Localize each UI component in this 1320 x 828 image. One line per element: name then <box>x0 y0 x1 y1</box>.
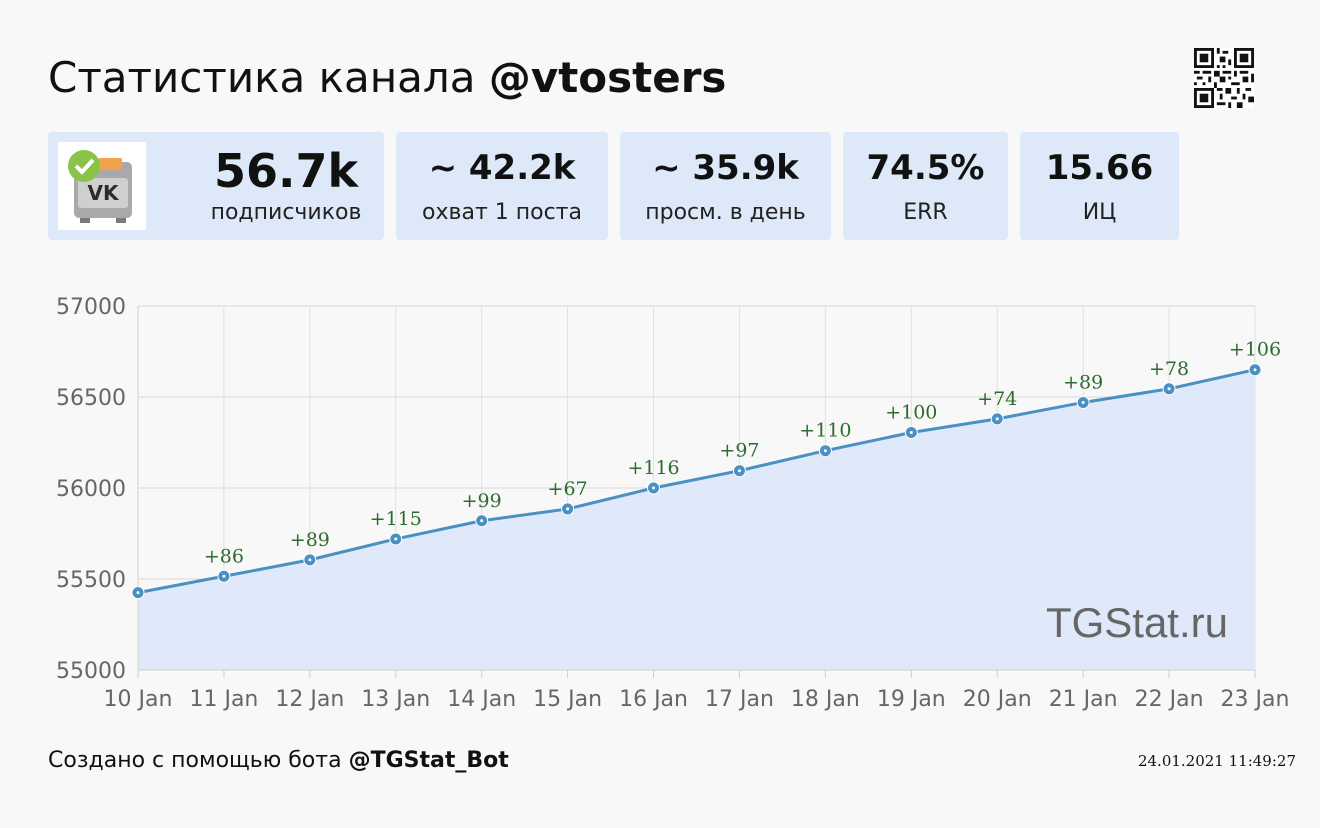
delta-label: +67 <box>548 478 588 500</box>
delta-label: +110 <box>799 420 851 442</box>
x-tick-label: 10 Jan <box>104 687 173 712</box>
data-point-center <box>480 519 484 523</box>
delta-label: +97 <box>719 440 759 462</box>
daily-views-card: ~ 35.9k просм. в день <box>620 132 831 240</box>
watermark: TGStat.ru <box>1046 599 1228 646</box>
delta-label: +89 <box>290 529 330 551</box>
reach-card: ~ 42.2k охват 1 поста <box>396 132 608 240</box>
x-tick-label: 20 Jan <box>963 687 1032 712</box>
avatar-text: VK <box>88 181 120 205</box>
x-tick-label: 19 Jan <box>877 687 946 712</box>
x-tick-label: 22 Jan <box>1135 687 1204 712</box>
x-tick-label: 14 Jan <box>447 687 516 712</box>
data-point-center <box>1253 368 1257 372</box>
delta-label: +115 <box>370 508 422 530</box>
data-point-center <box>995 417 999 421</box>
data-point-center <box>652 486 656 490</box>
x-tick-label: 12 Jan <box>275 687 344 712</box>
data-point-center <box>394 537 398 541</box>
y-tick-label: 57000 <box>56 295 126 320</box>
area-fill <box>138 369 1255 670</box>
data-point-center <box>566 507 570 511</box>
delta-label: +74 <box>977 388 1017 410</box>
delta-label: +99 <box>462 490 502 512</box>
stat-label: просм. в день <box>645 200 806 225</box>
x-tick-label: 11 Jan <box>189 687 258 712</box>
verified-check-icon <box>68 150 100 182</box>
delta-label: +86 <box>204 545 244 567</box>
stat-label: подписчиков <box>210 200 362 225</box>
delta-label: +100 <box>885 401 937 423</box>
x-tick-label: 13 Jan <box>361 687 430 712</box>
stat-label: ИЦ <box>1082 200 1117 225</box>
x-tick-label: 18 Jan <box>791 687 860 712</box>
stat-value: 74.5% <box>866 148 985 188</box>
title-prefix: Статистика канала <box>48 53 489 102</box>
bot-link[interactable]: @TGStat_Bot <box>348 748 509 773</box>
data-point-center <box>308 558 312 562</box>
data-point-center <box>222 574 226 578</box>
stat-value: 56.7k <box>213 144 359 198</box>
stat-value: ~ 35.9k <box>652 148 799 188</box>
y-tick-label: 56500 <box>56 386 126 411</box>
stat-label: ERR <box>903 200 948 225</box>
stat-label: охват 1 поста <box>422 200 582 225</box>
data-point-center <box>1081 400 1085 404</box>
qr-code-icon <box>1194 48 1254 108</box>
y-tick-label: 56000 <box>56 477 126 502</box>
delta-label: +106 <box>1229 339 1281 361</box>
series-line <box>137 368 1256 595</box>
x-tick-label: 15 Jan <box>533 687 602 712</box>
x-tick-label: 21 Jan <box>1049 687 1118 712</box>
subscribers-chart: 55000 55500 56000 56500 57000 10 Jan 11 Jan 12 … <box>56 295 1290 712</box>
channel-handle[interactable]: @vtosters <box>488 53 727 102</box>
delta-label: +116 <box>627 457 679 479</box>
y-tick-label: 55500 <box>56 568 126 593</box>
footer-created-text: Создано с помощью бота <box>48 748 349 773</box>
data-point-center <box>823 449 827 453</box>
footer-timestamp: 24.01.2021 11:49:27 <box>1137 752 1296 770</box>
delta-label: +78 <box>1149 358 1189 380</box>
page-title: Статистика канала @vtosters <box>48 50 726 106</box>
citation-index-card: 15.66 ИЦ <box>1020 132 1179 240</box>
data-point-center <box>737 469 741 473</box>
x-tick-label: 17 Jan <box>705 687 774 712</box>
subscribers-card: VK 56.7k подписчиков <box>48 132 384 240</box>
data-point-center <box>136 591 140 595</box>
x-tick-label: 16 Jan <box>619 687 688 712</box>
x-tick-label: 23 Jan <box>1221 687 1290 712</box>
data-point-center <box>909 430 913 434</box>
delta-label: +89 <box>1063 371 1103 393</box>
stat-value: ~ 42.2k <box>428 148 576 188</box>
stat-value: 15.66 <box>1045 148 1154 188</box>
y-tick-label: 55000 <box>56 659 126 684</box>
vk-channel-avatar-icon: VK <box>58 142 146 230</box>
err-card: 74.5% ERR <box>843 132 1008 240</box>
footer-credit: Создано с помощью бота @TGStat_Bot <box>48 744 509 778</box>
data-point-center <box>1167 387 1171 391</box>
